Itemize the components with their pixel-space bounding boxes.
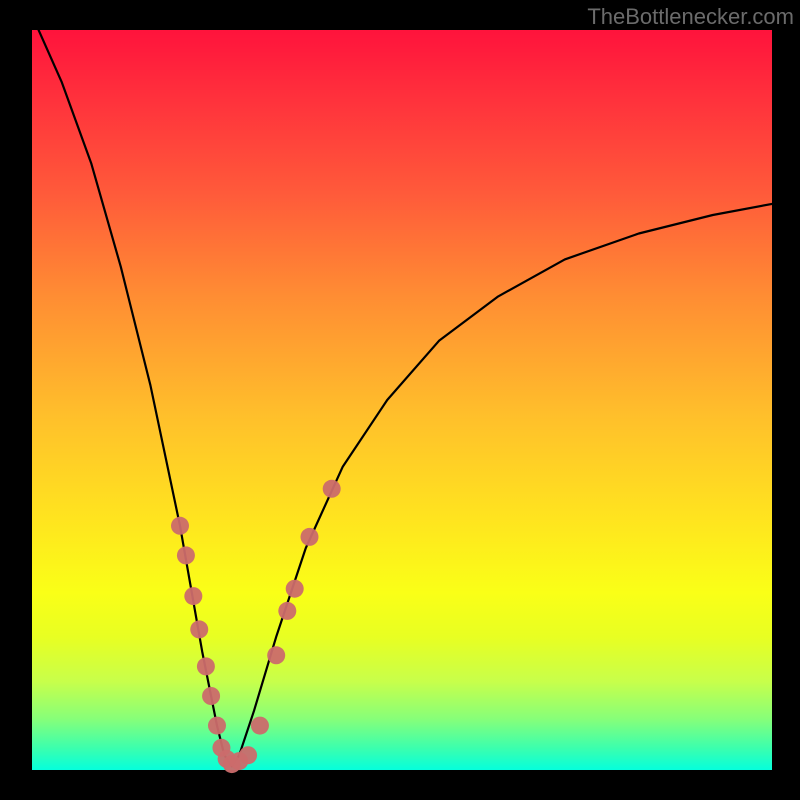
data-marker — [267, 646, 285, 664]
data-marker — [208, 717, 226, 735]
data-marker — [184, 587, 202, 605]
v-curve-path — [32, 15, 772, 766]
data-marker — [177, 546, 195, 564]
data-marker — [202, 687, 220, 705]
data-marker — [323, 480, 341, 498]
data-marker — [301, 528, 319, 546]
figure-root: TheBottlenecker.com — [0, 0, 800, 800]
data-marker — [239, 746, 257, 764]
data-marker — [251, 717, 269, 735]
data-marker — [190, 620, 208, 638]
data-marker — [197, 657, 215, 675]
chart-svg — [0, 0, 800, 800]
data-marker — [278, 602, 296, 620]
data-marker — [286, 580, 304, 598]
data-marker — [171, 517, 189, 535]
